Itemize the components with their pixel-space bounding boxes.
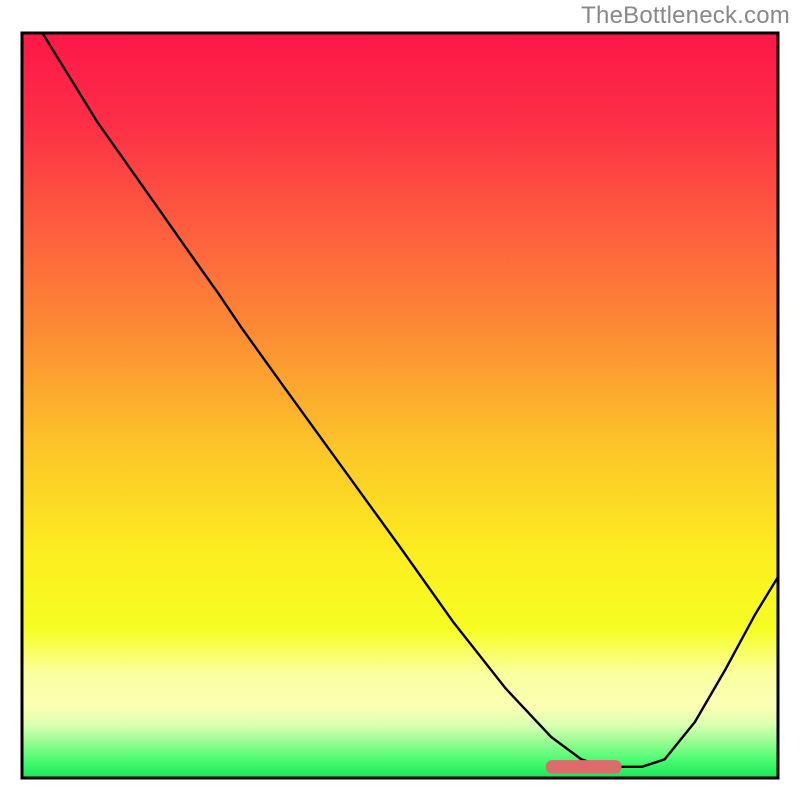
chart-svg xyxy=(0,0,800,800)
optimal-range-marker xyxy=(546,760,622,773)
watermark-text: TheBottleneck.com xyxy=(581,2,790,30)
chart-container: TheBottleneck.com xyxy=(0,0,800,800)
gradient-background xyxy=(22,33,778,778)
